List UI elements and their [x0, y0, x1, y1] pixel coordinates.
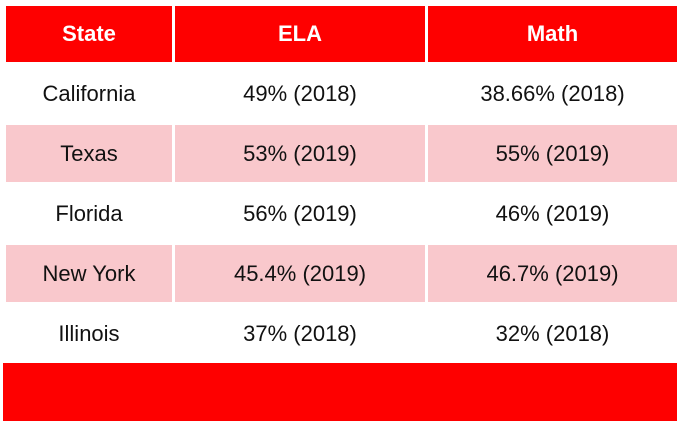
header-ela: ELA	[175, 6, 425, 62]
table-row: Texas 53% (2019) 55% (2019)	[6, 125, 677, 182]
cell-state: Texas	[6, 125, 172, 182]
cell-math: 38.66% (2018)	[428, 65, 677, 122]
cell-ela: 45.4% (2019)	[175, 245, 425, 302]
cell-ela: 37% (2018)	[175, 305, 425, 362]
table-row: California 49% (2018) 38.66% (2018)	[6, 65, 677, 122]
header-math: Math	[428, 6, 677, 62]
cell-state: Illinois	[6, 305, 172, 362]
cell-math: 46.7% (2019)	[428, 245, 677, 302]
cell-ela: 56% (2019)	[175, 185, 425, 242]
cell-math: 32% (2018)	[428, 305, 677, 362]
cell-state: Florida	[6, 185, 172, 242]
cell-math: 55% (2019)	[428, 125, 677, 182]
cell-state: California	[6, 65, 172, 122]
table-header-row: State ELA Math	[6, 6, 677, 62]
cell-ela: 49% (2018)	[175, 65, 425, 122]
table-footer-bar	[3, 363, 677, 421]
cell-state: New York	[6, 245, 172, 302]
state-scores-table: State ELA Math California 49% (2018) 38.…	[3, 3, 680, 365]
table-row: Illinois 37% (2018) 32% (2018)	[6, 305, 677, 362]
cell-ela: 53% (2019)	[175, 125, 425, 182]
header-state: State	[6, 6, 172, 62]
table-row: New York 45.4% (2019) 46.7% (2019)	[6, 245, 677, 302]
table-row: Florida 56% (2019) 46% (2019)	[6, 185, 677, 242]
cell-math: 46% (2019)	[428, 185, 677, 242]
